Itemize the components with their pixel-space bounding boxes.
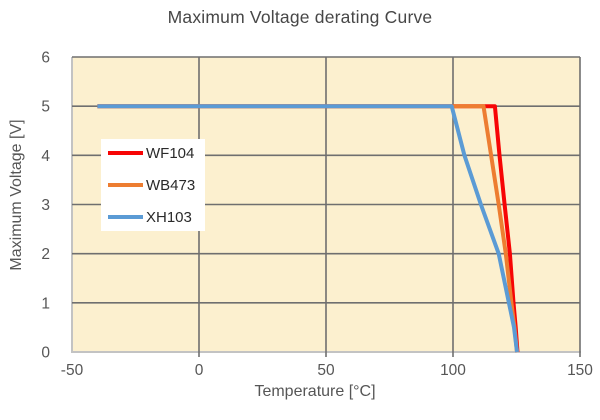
- legend-item-xh103: XH103: [108, 204, 205, 230]
- y-tick-label-0: 0: [41, 345, 50, 362]
- y-tick-label-5: 5: [41, 99, 50, 116]
- legend-item-wb473: WB473: [108, 172, 205, 198]
- y-tick-label-4: 4: [41, 148, 50, 165]
- legend-item-wf104: WF104: [108, 140, 205, 166]
- x-tick-label-50: 50: [317, 362, 335, 379]
- x-axis-title: Temperature [°C]: [254, 383, 376, 400]
- x-tick-label-100: 100: [440, 362, 466, 379]
- x-tick-label-0: 0: [195, 362, 204, 379]
- y-axis-title: Maximum Voltage [V]: [8, 119, 25, 271]
- legend-label: WF104: [146, 144, 195, 162]
- legend-label: WB473: [146, 176, 196, 194]
- legend-swatch-xh103: [108, 215, 143, 219]
- y-tick-label-1: 1: [41, 295, 50, 312]
- legend-label: XH103: [146, 208, 192, 226]
- legend: WF104 WB473 XH103: [101, 139, 205, 231]
- legend-swatch-wb473: [108, 183, 143, 187]
- y-tick-label-3: 3: [41, 197, 50, 214]
- x-tick-label--50: -50: [61, 362, 84, 379]
- legend-swatch-wf104: [108, 151, 143, 155]
- x-tick-label-150: 150: [567, 362, 593, 379]
- y-tick-label-6: 6: [41, 50, 50, 67]
- series-line-xh103: [97, 104, 519, 353]
- y-tick-label-2: 2: [41, 246, 50, 263]
- chart-title: Maximum Voltage derating Curve: [167, 7, 433, 27]
